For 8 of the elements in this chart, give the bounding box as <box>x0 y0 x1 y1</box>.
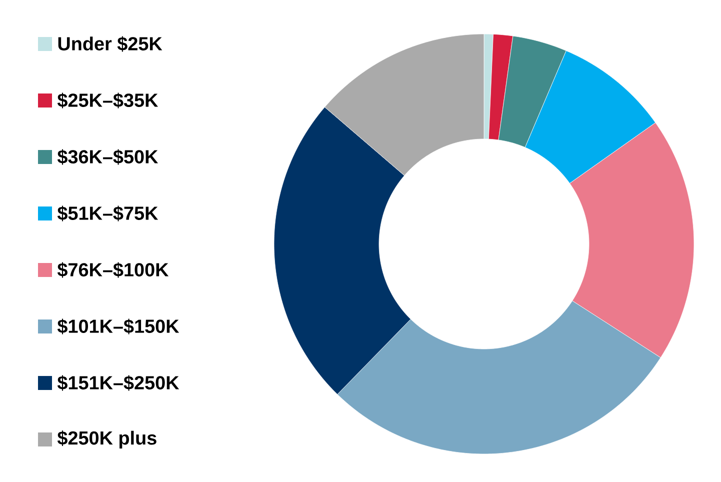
legend-label: $76K–$100K <box>57 262 169 278</box>
legend-label: $151K–$250K <box>57 375 180 391</box>
legend-label: $25K–$35K <box>57 92 158 108</box>
legend-label: $51K–$75K <box>57 206 158 222</box>
legend-label: $36K–$50K <box>57 149 158 165</box>
legend-label: $101K–$150K <box>57 318 180 334</box>
legend-label: $250K plus <box>57 430 156 448</box>
legend-label: Under $25K <box>58 36 162 52</box>
